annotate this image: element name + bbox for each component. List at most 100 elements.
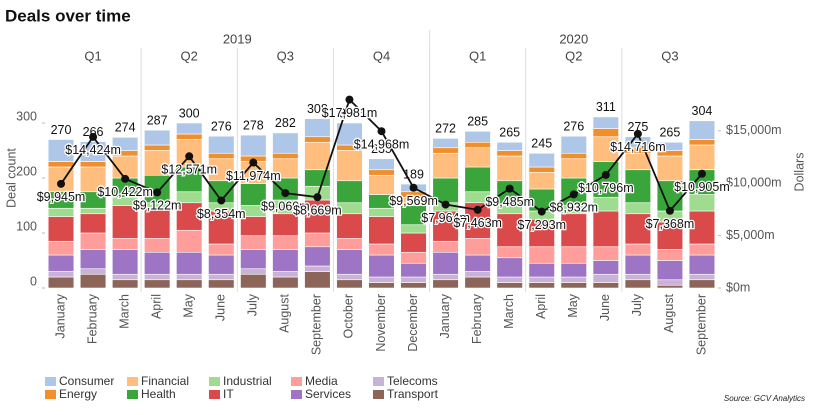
bar-segment xyxy=(432,279,459,289)
bar-segment xyxy=(304,246,331,267)
dollar-point xyxy=(281,189,290,198)
x-tick-label: May xyxy=(566,293,580,317)
legend-label: Financial xyxy=(141,374,189,388)
legend-swatch xyxy=(373,377,384,386)
y2-tick-label: $15,000m xyxy=(726,123,782,137)
legend-swatch xyxy=(127,390,138,399)
total-label: 235 xyxy=(371,142,392,156)
bar-segment xyxy=(656,249,684,261)
x-tick-label: June xyxy=(214,294,228,321)
bar-segment xyxy=(304,232,331,248)
quarter-label: Q3 xyxy=(277,48,294,63)
bar-segment xyxy=(528,246,555,264)
bar-segment xyxy=(592,246,619,261)
bar-segment xyxy=(240,273,267,289)
bar-segment xyxy=(688,120,716,140)
y-tick-label: 100 xyxy=(16,219,37,233)
dollar-point xyxy=(249,158,258,167)
legend-label: Media xyxy=(305,374,338,388)
bar-segment xyxy=(144,144,171,151)
bar-segment xyxy=(368,216,395,245)
bar-segment xyxy=(144,251,171,275)
total-label: 272 xyxy=(435,122,456,136)
x-tick-label: March xyxy=(502,294,516,329)
bar-segment xyxy=(432,152,459,179)
bar-segment xyxy=(144,207,171,239)
total-label: 275 xyxy=(627,120,648,134)
quarter-label: Q3 xyxy=(661,48,678,63)
bar-segment xyxy=(592,273,619,283)
dollar-label: $9,945m xyxy=(37,190,86,204)
dollar-point xyxy=(665,206,674,215)
dollar-label: $8,354m xyxy=(197,207,246,221)
bar-segment xyxy=(688,210,716,245)
x-tick-label: September xyxy=(694,294,708,355)
bar-segment xyxy=(464,238,491,256)
total-label: 285 xyxy=(467,115,488,129)
bar-segment xyxy=(208,273,235,281)
legend-swatch xyxy=(291,390,302,399)
chart-title: Deals over time xyxy=(5,6,131,25)
bar-segment xyxy=(176,251,203,275)
bar-segment xyxy=(368,254,395,278)
bar-segment xyxy=(79,268,107,275)
bar-segment xyxy=(240,249,267,270)
dollar-label: $10,422m xyxy=(97,185,153,199)
dollar-point xyxy=(633,129,642,138)
dollar-label: $12,571m xyxy=(161,163,217,177)
bar-segment xyxy=(79,249,107,270)
bar-segment xyxy=(47,271,75,278)
bar-segment xyxy=(208,152,235,160)
bar-segment xyxy=(656,260,684,281)
total-label: 245 xyxy=(531,137,552,151)
dollar-point xyxy=(313,193,322,202)
bar-segment xyxy=(112,238,139,250)
bar-segment xyxy=(368,207,395,217)
bar-segment xyxy=(656,284,684,289)
bar-segment xyxy=(656,141,684,151)
bar-segment xyxy=(560,262,587,278)
dollar-point xyxy=(57,179,66,188)
bar-segment xyxy=(496,213,523,248)
bar-segment xyxy=(496,141,523,151)
legend-swatch xyxy=(209,390,220,399)
bar-segment xyxy=(496,155,523,182)
dollar-point xyxy=(377,127,386,136)
legend-label: Energy xyxy=(59,387,97,401)
legend-swatch xyxy=(209,377,220,386)
year-label: 2019 xyxy=(223,31,252,46)
quarter-label: Q4 xyxy=(373,48,390,63)
dollar-point xyxy=(601,170,610,179)
bar-segment xyxy=(79,166,107,193)
dollar-label: $7,463m xyxy=(453,216,502,230)
bar-segment xyxy=(688,273,716,281)
total-label: 265 xyxy=(659,126,680,140)
bar-segment xyxy=(176,279,203,289)
bar-segment xyxy=(336,273,363,281)
bar-segment xyxy=(464,147,491,168)
bar-segment xyxy=(112,249,139,275)
total-label: 278 xyxy=(243,118,264,132)
bar-segment xyxy=(496,246,523,259)
bar-segment xyxy=(368,282,395,289)
legend-swatch xyxy=(291,377,302,386)
bar-segment xyxy=(176,229,203,253)
dollar-point xyxy=(121,174,130,183)
dollar-point xyxy=(217,196,226,205)
dollar-label: $9,569m xyxy=(389,194,438,208)
bar-segment xyxy=(464,276,491,289)
total-label: 266 xyxy=(83,125,104,139)
x-tick-label: September xyxy=(310,294,324,355)
bar-segment xyxy=(112,205,139,239)
bar-segment xyxy=(592,136,619,162)
bar-segment xyxy=(272,276,299,289)
bar-segment xyxy=(400,282,427,289)
bar-segment xyxy=(79,273,107,289)
x-tick-label: July xyxy=(630,293,644,316)
legend-label: Transport xyxy=(387,387,439,401)
bar-segment xyxy=(368,169,395,176)
bar-segment xyxy=(496,150,523,157)
bar-segment xyxy=(528,166,555,173)
bar-segment xyxy=(304,271,331,289)
